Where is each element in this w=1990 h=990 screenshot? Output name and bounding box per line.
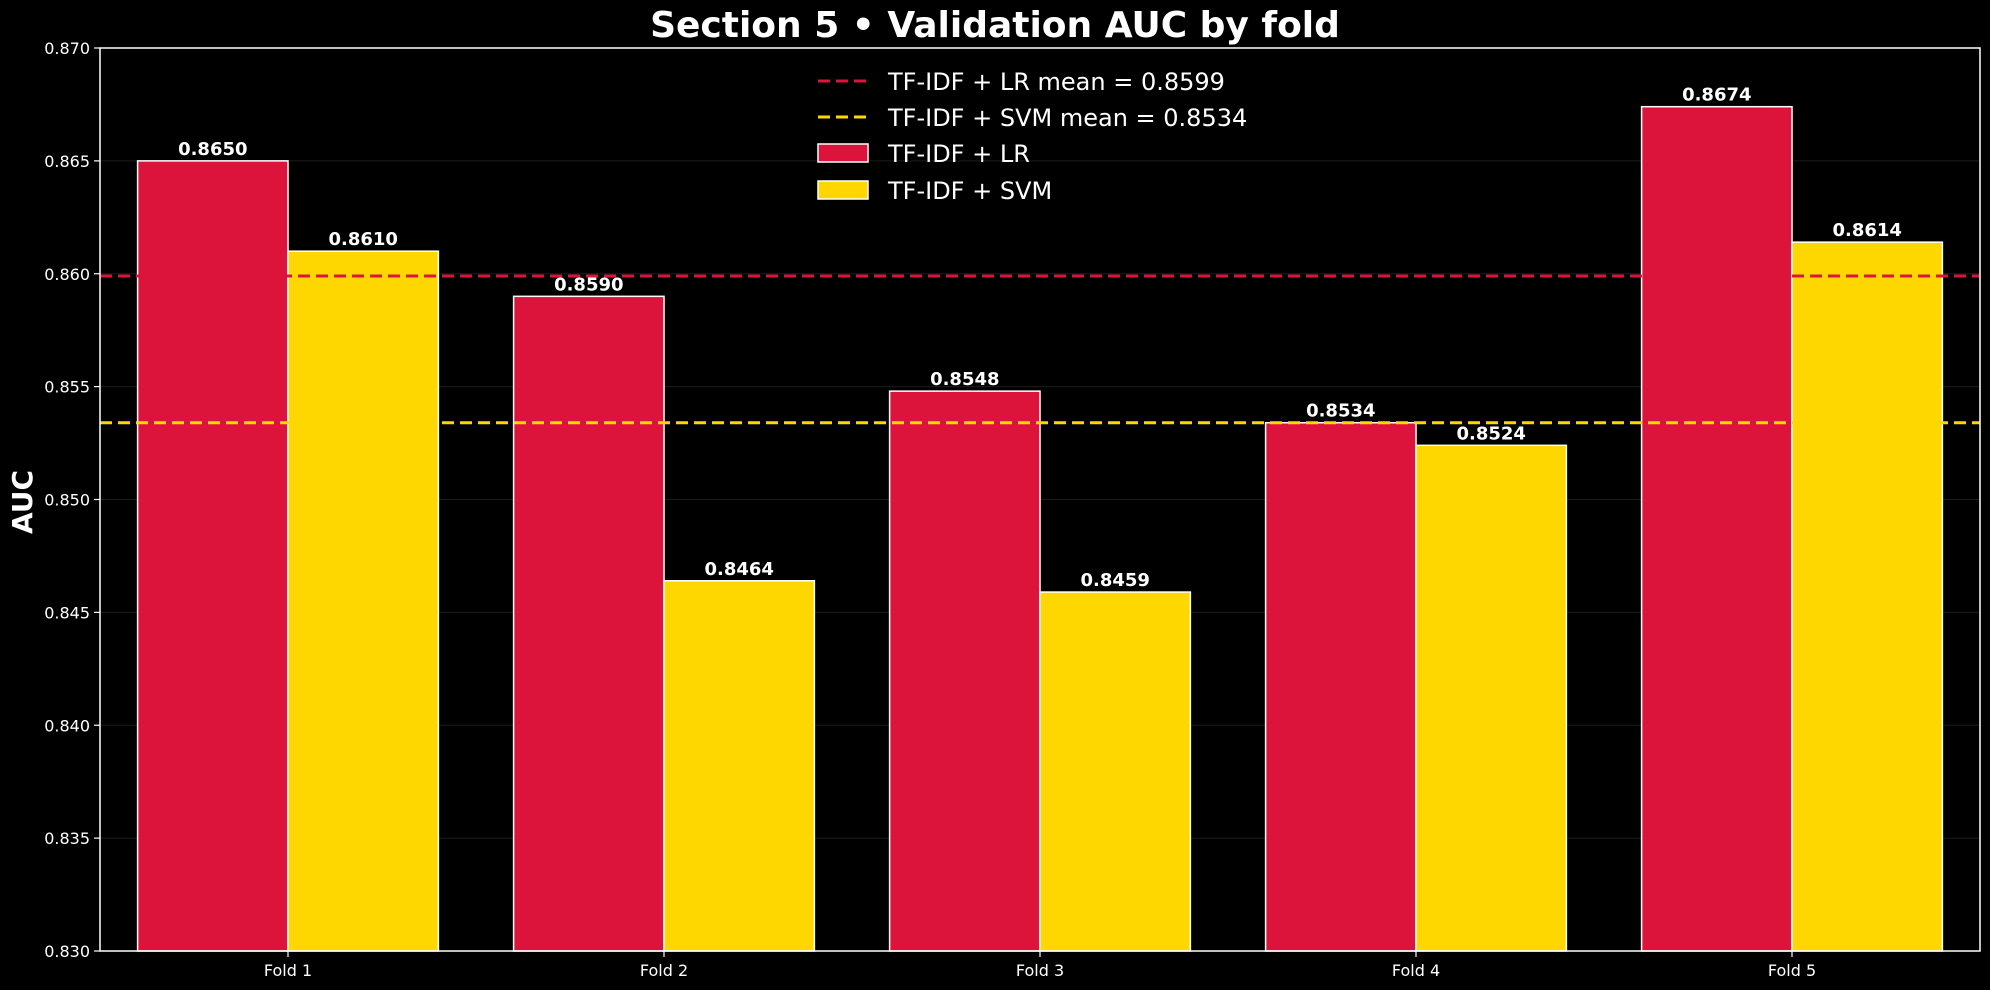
bar-svm — [287, 250, 440, 952]
legend-label-svm-mean: TF-IDF + SVM mean = 0.8534 — [887, 104, 1247, 132]
bar-value-label: 0.8459 — [1080, 570, 1149, 591]
bar-lr — [136, 160, 289, 952]
bar-value-label: 0.8464 — [704, 559, 773, 580]
bar-lr — [1264, 421, 1417, 952]
legend: TF-IDF + LR mean = 0.8599 TF-IDF + SVM m… — [817, 68, 1247, 205]
y-tick-label: 0.870 — [44, 39, 90, 58]
bar-value-label: 0.8674 — [1682, 85, 1751, 106]
legend-swatch-lr — [817, 143, 869, 163]
bar-value-label: 0.8590 — [554, 274, 623, 295]
bar-value-label: 0.8650 — [178, 139, 247, 160]
bars — [136, 105, 1944, 952]
mean-lines — [100, 274, 1980, 425]
legend-swatch-svm — [817, 180, 869, 200]
bar-svm — [663, 580, 816, 952]
bar-value-label: 0.8548 — [930, 369, 999, 390]
legend-label-lr-mean: TF-IDF + LR mean = 0.8599 — [887, 68, 1225, 96]
y-tick-label: 0.835 — [44, 829, 90, 848]
x-tick-label: Fold 4 — [1392, 961, 1440, 980]
bar-value-label: 0.8524 — [1456, 423, 1525, 444]
bar-svm — [1415, 444, 1568, 952]
y-tick-label: 0.830 — [44, 942, 90, 961]
y-axis-label: AUC — [6, 470, 39, 534]
bar-lr — [1640, 105, 1793, 952]
legend-label-svm: TF-IDF + SVM — [887, 177, 1052, 205]
y-tick-label: 0.860 — [44, 265, 90, 284]
y-axis-ticks: 0.830 0.835 0.840 0.845 0.850 0.855 0.860 0.865… — [44, 39, 100, 961]
y-tick-label: 0.850 — [44, 491, 90, 510]
bar-value-label: 0.8614 — [1832, 220, 1901, 241]
x-tick-label: Fold 5 — [1768, 961, 1816, 980]
bar-lr — [888, 390, 1041, 952]
bar-lr — [512, 295, 665, 952]
y-tick-label: 0.845 — [44, 603, 90, 622]
bar-value-labels: 0.8650 0.8610 0.8590 0.8464 0.8548 0.8459 0.85… — [178, 85, 1902, 591]
y-tick-label: 0.855 — [44, 378, 90, 397]
y-tick-label: 0.840 — [44, 716, 90, 735]
bar-svm — [1039, 591, 1192, 952]
x-tick-label: Fold 3 — [1016, 961, 1064, 980]
bar-svm — [1791, 241, 1944, 952]
x-tick-label: Fold 2 — [640, 961, 688, 980]
x-axis-ticks: Fold 1 Fold 2 Fold 3 Fold 4 Fold 5 — [264, 951, 1816, 980]
y-tick-label: 0.865 — [44, 152, 90, 171]
x-tick-label: Fold 1 — [264, 961, 312, 980]
bar-value-label: 0.8534 — [1306, 401, 1375, 422]
chart-title: Section 5 • Validation AUC by fold — [650, 5, 1340, 46]
legend-label-lr: TF-IDF + LR — [887, 140, 1030, 168]
bar-value-label: 0.8610 — [328, 229, 397, 250]
